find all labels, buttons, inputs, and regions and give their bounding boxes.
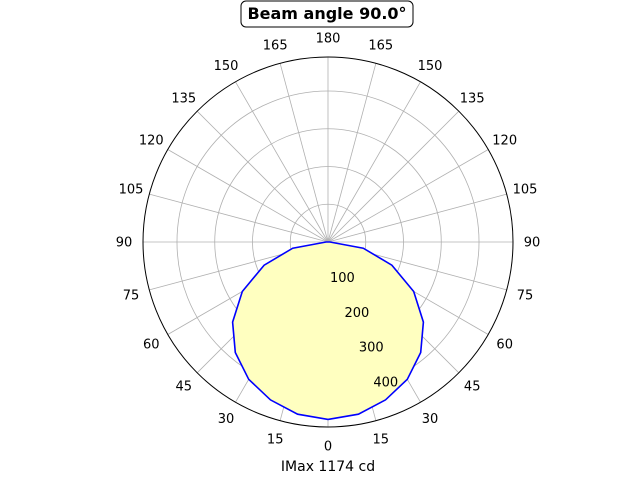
radial-tick-labels: 100 200 300 400 [330, 271, 398, 391]
angle-tick-label: 75 [517, 288, 534, 303]
angular-gridline [167, 149, 329, 243]
angle-tick-label: 135 [171, 91, 196, 106]
angle-tick-label: 15 [373, 433, 390, 448]
radial-tick-label: 100 [330, 271, 355, 286]
x-axis-label: IMax 1174 cd [281, 459, 375, 475]
angular-gridline [327, 149, 489, 243]
angle-tick-label: 60 [143, 338, 160, 353]
angle-tick-label: 150 [214, 59, 239, 74]
radial-tick-label: 400 [373, 376, 398, 391]
angular-gridline [327, 81, 421, 243]
angular-gridline [327, 63, 377, 243]
angle-tick-label: 120 [492, 134, 517, 149]
angle-tick-label: 150 [418, 59, 443, 74]
angle-tick-label: 15 [267, 433, 284, 448]
radial-tick-label: 300 [359, 341, 384, 356]
angle-tick-label: 30 [218, 412, 235, 427]
angle-tick-label: 165 [368, 39, 393, 54]
series-fill [232, 242, 424, 420]
series-line [231, 241, 425, 421]
outer-ring [142, 56, 514, 428]
angular-gridline [196, 110, 329, 243]
title-text: Beam angle 90.0° [247, 4, 406, 23]
angular-gridline [279, 63, 329, 243]
angle-tick-label: 165 [263, 39, 288, 54]
angle-tick-label: 120 [139, 134, 164, 149]
chart-title: Beam angle 90.0° [240, 0, 414, 28]
angle-tick-label: 45 [464, 380, 481, 395]
angular-gridline [149, 193, 329, 243]
angular-gridline [235, 81, 329, 243]
angle-tick-labels: 0 15 30 45 60 75 90 105 120 135 150 165 180 165 150 135… [116, 32, 541, 455]
title-box [240, 0, 414, 28]
angle-tick-label: 180 [316, 32, 341, 47]
angular-gridline [327, 193, 507, 243]
angle-tick-label: 135 [460, 91, 485, 106]
radial-tick-label: 200 [344, 306, 369, 321]
angle-tick-label: 0 [324, 440, 332, 455]
angle-tick-label: 60 [496, 338, 513, 353]
series-layer [231, 241, 425, 421]
angle-tick-label: 75 [123, 288, 140, 303]
angle-tick-label: 90 [524, 236, 541, 251]
angular-gridline [327, 110, 460, 243]
angle-tick-label: 30 [422, 412, 439, 427]
angle-tick-label: 105 [513, 183, 538, 198]
angle-tick-label: 90 [116, 236, 133, 251]
angle-tick-label: 105 [119, 183, 144, 198]
angle-tick-label: 45 [176, 380, 193, 395]
